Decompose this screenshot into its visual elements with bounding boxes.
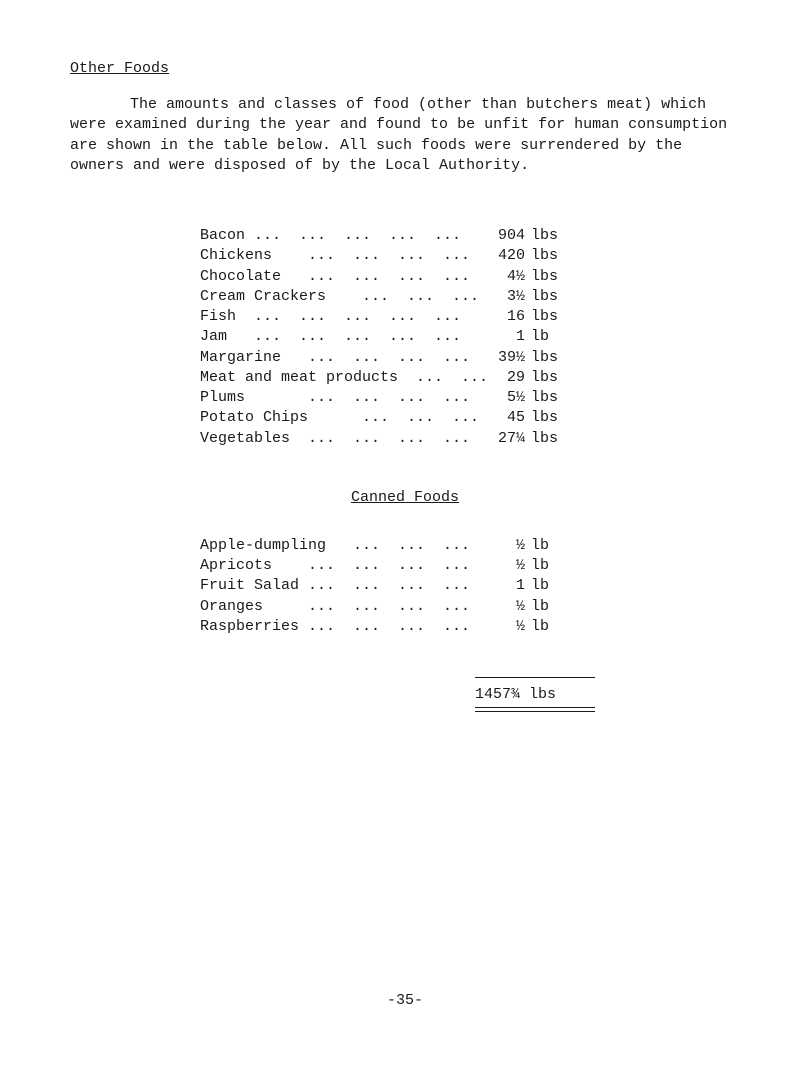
item-label: Jam ... ... ... ... ...	[200, 327, 480, 347]
table-row: Fish ... ... ... ... ...16lbs	[200, 307, 740, 327]
item-label: Fruit Salad ... ... ... ...	[200, 576, 480, 596]
item-unit: lbs	[525, 287, 571, 307]
table-row: Fruit Salad ... ... ... ...1lb	[200, 576, 740, 596]
table-row: Bacon ... ... ... ... ...904lbs	[200, 226, 740, 246]
item-amount: 39½	[480, 348, 525, 368]
item-label: Oranges ... ... ... ...	[200, 597, 480, 617]
item-amount: ½	[480, 617, 525, 637]
item-unit: lbs	[525, 408, 571, 428]
item-unit: lb	[525, 597, 571, 617]
item-amount: ½	[480, 556, 525, 576]
foods-table: Bacon ... ... ... ... ...904lbsChickens …	[200, 226, 740, 449]
table-row: Chocolate ... ... ... ...4½lbs	[200, 267, 740, 287]
section-heading: Other Foods	[70, 60, 740, 77]
item-label: Meat and meat products ... ...	[200, 368, 480, 388]
item-unit: lbs	[525, 226, 571, 246]
item-unit: lbs	[525, 368, 571, 388]
item-amount: ½	[480, 597, 525, 617]
item-amount: 420	[480, 246, 525, 266]
item-amount: 5½	[480, 388, 525, 408]
intro-paragraph: The amounts and classes of food (other t…	[70, 95, 740, 176]
double-rule-line	[475, 707, 595, 712]
item-label: Cream Crackers ... ... ...	[200, 287, 480, 307]
table-row: Raspberries ... ... ... ...½lb	[200, 617, 740, 637]
table-row: Vegetables ... ... ... ...27¼lbs	[200, 429, 740, 449]
table-row: Chickens ... ... ... ...420lbs	[200, 246, 740, 266]
item-amount: 1	[480, 327, 525, 347]
item-unit: lbs	[525, 348, 571, 368]
table-row: Jam ... ... ... ... ...1lb	[200, 327, 740, 347]
item-label: Raspberries ... ... ... ...	[200, 617, 480, 637]
total-box: 1457¾ lbs	[475, 677, 595, 712]
item-amount: 4½	[480, 267, 525, 287]
item-unit: lb	[525, 556, 571, 576]
page-number: -35-	[70, 992, 740, 1009]
item-unit: lbs	[525, 267, 571, 287]
table-row: Apple-dumpling ... ... ...½lb	[200, 536, 740, 556]
table-row: Apricots ... ... ... ...½lb	[200, 556, 740, 576]
item-unit: lbs	[525, 246, 571, 266]
item-label: Vegetables ... ... ... ...	[200, 429, 480, 449]
item-unit: lbs	[525, 429, 571, 449]
canned-foods-table: Apple-dumpling ... ... ...½lbApricots ..…	[200, 536, 740, 637]
item-unit: lb	[525, 536, 571, 556]
item-amount: 27¼	[480, 429, 525, 449]
item-unit: lbs	[525, 388, 571, 408]
item-label: Bacon ... ... ... ... ...	[200, 226, 480, 246]
item-unit: lb	[525, 617, 571, 637]
item-amount: 904	[480, 226, 525, 246]
table-row: Margarine ... ... ... ...39½lbs	[200, 348, 740, 368]
total-value: 1457¾ lbs	[475, 684, 595, 707]
item-label: Fish ... ... ... ... ...	[200, 307, 480, 327]
item-amount: 16	[480, 307, 525, 327]
item-label: Margarine ... ... ... ...	[200, 348, 480, 368]
item-label: Apricots ... ... ... ...	[200, 556, 480, 576]
item-amount: 1	[480, 576, 525, 596]
table-row: Potato Chips ... ... ...45lbs	[200, 408, 740, 428]
item-label: Chocolate ... ... ... ...	[200, 267, 480, 287]
table-row: Cream Crackers ... ... ...3½lbs	[200, 287, 740, 307]
item-amount: 29	[480, 368, 525, 388]
item-amount: 45	[480, 408, 525, 428]
item-label: Plums ... ... ... ...	[200, 388, 480, 408]
item-unit: lb	[525, 327, 571, 347]
item-amount: ½	[480, 536, 525, 556]
item-unit: lbs	[525, 307, 571, 327]
item-amount: 3½	[480, 287, 525, 307]
item-unit: lb	[525, 576, 571, 596]
item-label: Potato Chips ... ... ...	[200, 408, 480, 428]
table-row: Meat and meat products ... ...29lbs	[200, 368, 740, 388]
table-row: Oranges ... ... ... ...½lb	[200, 597, 740, 617]
item-label: Chickens ... ... ... ...	[200, 246, 480, 266]
rule-line	[475, 677, 595, 684]
canned-foods-heading: Canned Foods	[70, 489, 740, 506]
table-row: Plums ... ... ... ...5½lbs	[200, 388, 740, 408]
item-label: Apple-dumpling ... ... ...	[200, 536, 480, 556]
